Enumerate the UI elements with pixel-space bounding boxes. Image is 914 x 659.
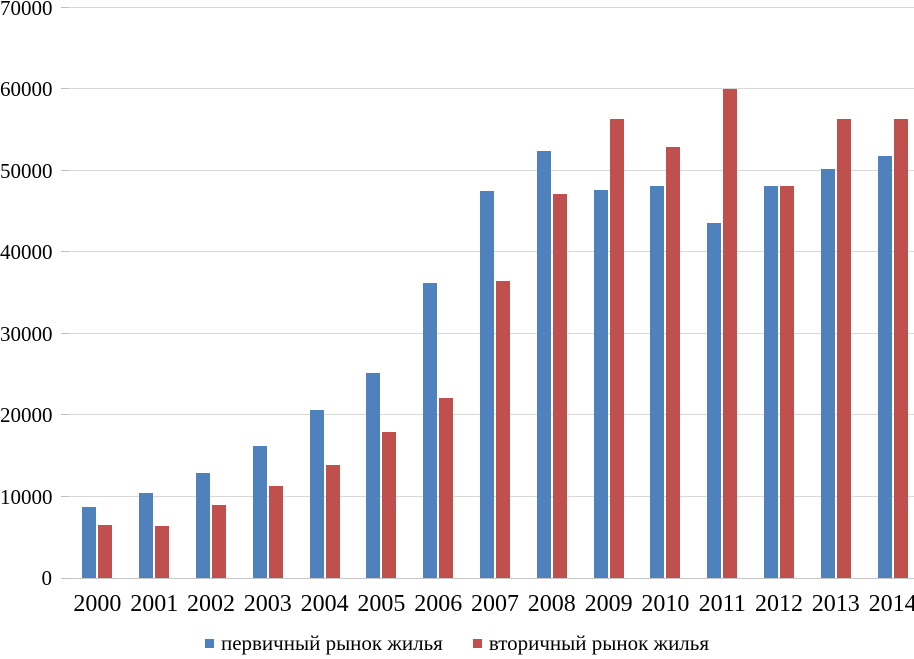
y-tick-mark [61, 169, 69, 171]
bar-secondary-market [268, 486, 283, 578]
y-tick-mark [61, 495, 69, 497]
legend: первичный рынок жилья вторичный рынок жил… [0, 631, 914, 655]
y-axis-tick-label: 70000 [0, 0, 53, 20]
bar-secondary-market [212, 504, 226, 578]
x-axis-tick-label: 2002 [187, 591, 235, 617]
bar-primary-market [366, 372, 381, 578]
bar-primary-market [707, 222, 722, 578]
gridline [69, 169, 914, 171]
bar-primary-market [593, 189, 608, 578]
legend-swatch-secondary-icon [472, 638, 482, 648]
bar-primary-market [309, 410, 324, 578]
y-tick-mark [61, 7, 69, 8]
bar-secondary-market [666, 147, 681, 578]
y-axis-tick-label: 40000 [0, 240, 53, 265]
bar-secondary-market [893, 118, 908, 578]
y-tick-mark [61, 578, 69, 579]
legend-item-primary: первичный рынок жилья [204, 631, 443, 655]
bar-secondary-market [155, 525, 170, 578]
bar-primary-market [423, 283, 438, 578]
bar-primary-market [820, 169, 835, 578]
bar-secondary-market [780, 185, 794, 578]
bar-primary-market [764, 186, 778, 578]
plot-area [69, 7, 914, 579]
bar-secondary-market [325, 464, 340, 578]
y-axis-tick-label: 10000 [0, 484, 53, 509]
y-axis-tick-label: 50000 [0, 158, 53, 183]
bar-secondary-market [836, 118, 851, 578]
legend-item-secondary: вторичный рынок жилья [472, 631, 710, 655]
x-axis-tick-label: 2008 [527, 591, 576, 617]
x-axis-line [69, 578, 914, 579]
legend-label: первичный рынок жилья [220, 631, 443, 655]
bar-primary-market [536, 150, 551, 578]
y-tick-mark [61, 332, 69, 334]
x-axis-tick-label: 2014 [868, 591, 914, 617]
bar-secondary-market [382, 432, 397, 578]
bar-primary-market [139, 493, 154, 578]
x-axis-tick-label: 2009 [584, 591, 633, 617]
bar-primary-market [480, 191, 494, 578]
x-axis-tick-label: 2007 [471, 591, 519, 617]
y-axis-tick-label: 30000 [0, 321, 53, 346]
gridline [69, 7, 914, 8]
bar-primary-market [82, 507, 97, 578]
y-tick-mark [61, 88, 69, 90]
bar-secondary-market [609, 118, 624, 578]
x-axis-tick-label: 2001 [130, 591, 179, 617]
bar-primary-market [877, 156, 892, 578]
bar-primary-market [252, 446, 267, 578]
bar-secondary-market [723, 89, 738, 578]
x-axis-tick-label: 2010 [641, 591, 690, 617]
x-axis-tick-label: 2005 [357, 591, 406, 617]
x-axis-tick-label: 2011 [698, 591, 746, 617]
x-axis-tick-label: 2013 [811, 591, 860, 617]
y-tick-mark [61, 414, 69, 416]
x-axis-tick-label: 2012 [755, 591, 803, 617]
bar-secondary-market [439, 398, 454, 578]
y-tick-mark [61, 251, 69, 253]
y-axis-tick-label: 60000 [0, 77, 53, 102]
x-axis-tick-label: 2000 [73, 591, 122, 617]
y-axis-tick-label: 20000 [0, 403, 53, 428]
y-axis-tick-label: 0 [41, 566, 53, 590]
legend-swatch-primary-icon [204, 638, 214, 648]
bar-primary-market [196, 472, 210, 578]
bar-secondary-market [552, 193, 567, 578]
bar-primary-market [650, 186, 665, 578]
legend-label: вторичный рынок жилья [488, 631, 710, 655]
x-axis-tick-label: 2003 [243, 591, 292, 617]
x-axis-tick-label: 2006 [414, 591, 463, 617]
x-axis-tick-label: 2004 [300, 591, 349, 617]
bar-secondary-market [496, 280, 510, 578]
bar-secondary-market [98, 525, 113, 578]
gridline [69, 88, 914, 90]
